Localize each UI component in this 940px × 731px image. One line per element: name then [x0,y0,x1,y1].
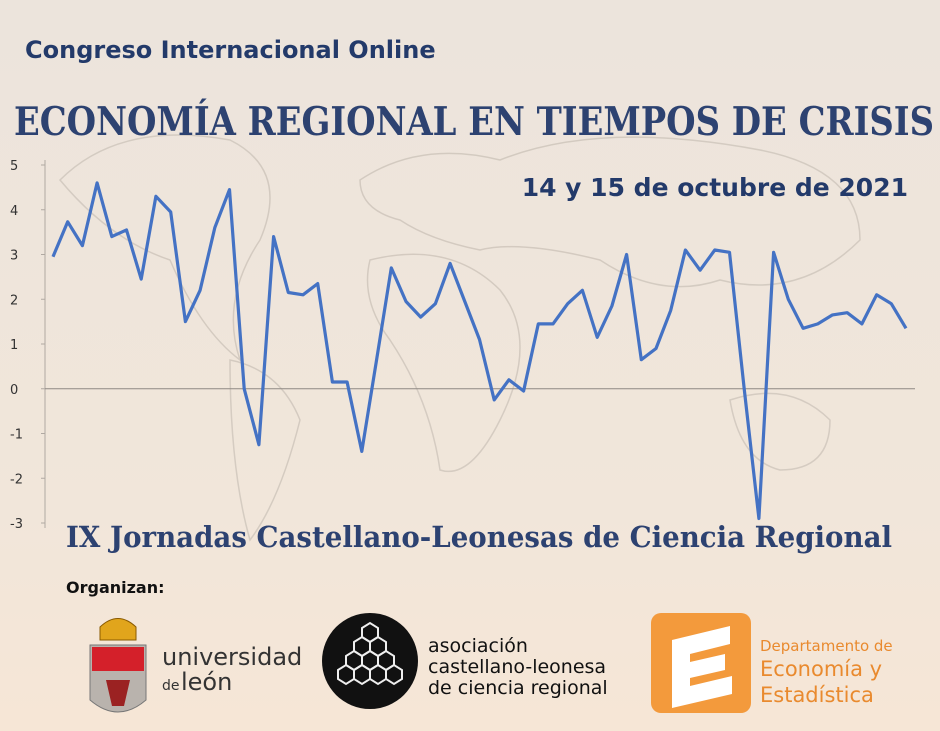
org-text: universidad [162,643,302,671]
poster-title: ECONOMÍA REGIONAL EN TIEMPOS DE CRISIS [14,98,934,145]
y-tick-label: -2 [10,472,23,487]
org-text: asociación [428,635,528,657]
org-text: león [181,668,232,696]
org-text: de [162,678,180,694]
y-tick-label: 1 [10,338,18,353]
association-logo [322,613,418,709]
organizers-label: Organizan: [66,578,165,597]
university-logo [89,618,147,713]
y-tick-label: 3 [10,249,18,264]
y-tick-label: -1 [10,428,23,443]
y-tick-label: 2 [10,293,18,308]
org-text: de ciencia regional [428,677,608,699]
y-tick-label: 5 [10,159,18,174]
department-logo [651,613,751,713]
org-text: castellano-leonesa [428,656,606,678]
event-date: 14 y 15 de octubre de 2021 [522,173,908,202]
y-tick-label: 4 [10,204,18,219]
poster-subtitle: IX Jornadas Castellano-Leonesas de Cienc… [66,520,892,554]
y-tick-label: -3 [10,517,23,532]
event-name: Congreso Internacional Online [25,36,436,64]
org-text: Economía y [760,657,882,681]
org-text: Departamento de [760,637,893,655]
data-line [51,181,908,521]
y-tick-label: 0 [10,383,18,398]
chart: -3 -2 -1 0 1 2 3 4 5 [10,159,915,532]
org-text: Estadística [760,683,874,707]
